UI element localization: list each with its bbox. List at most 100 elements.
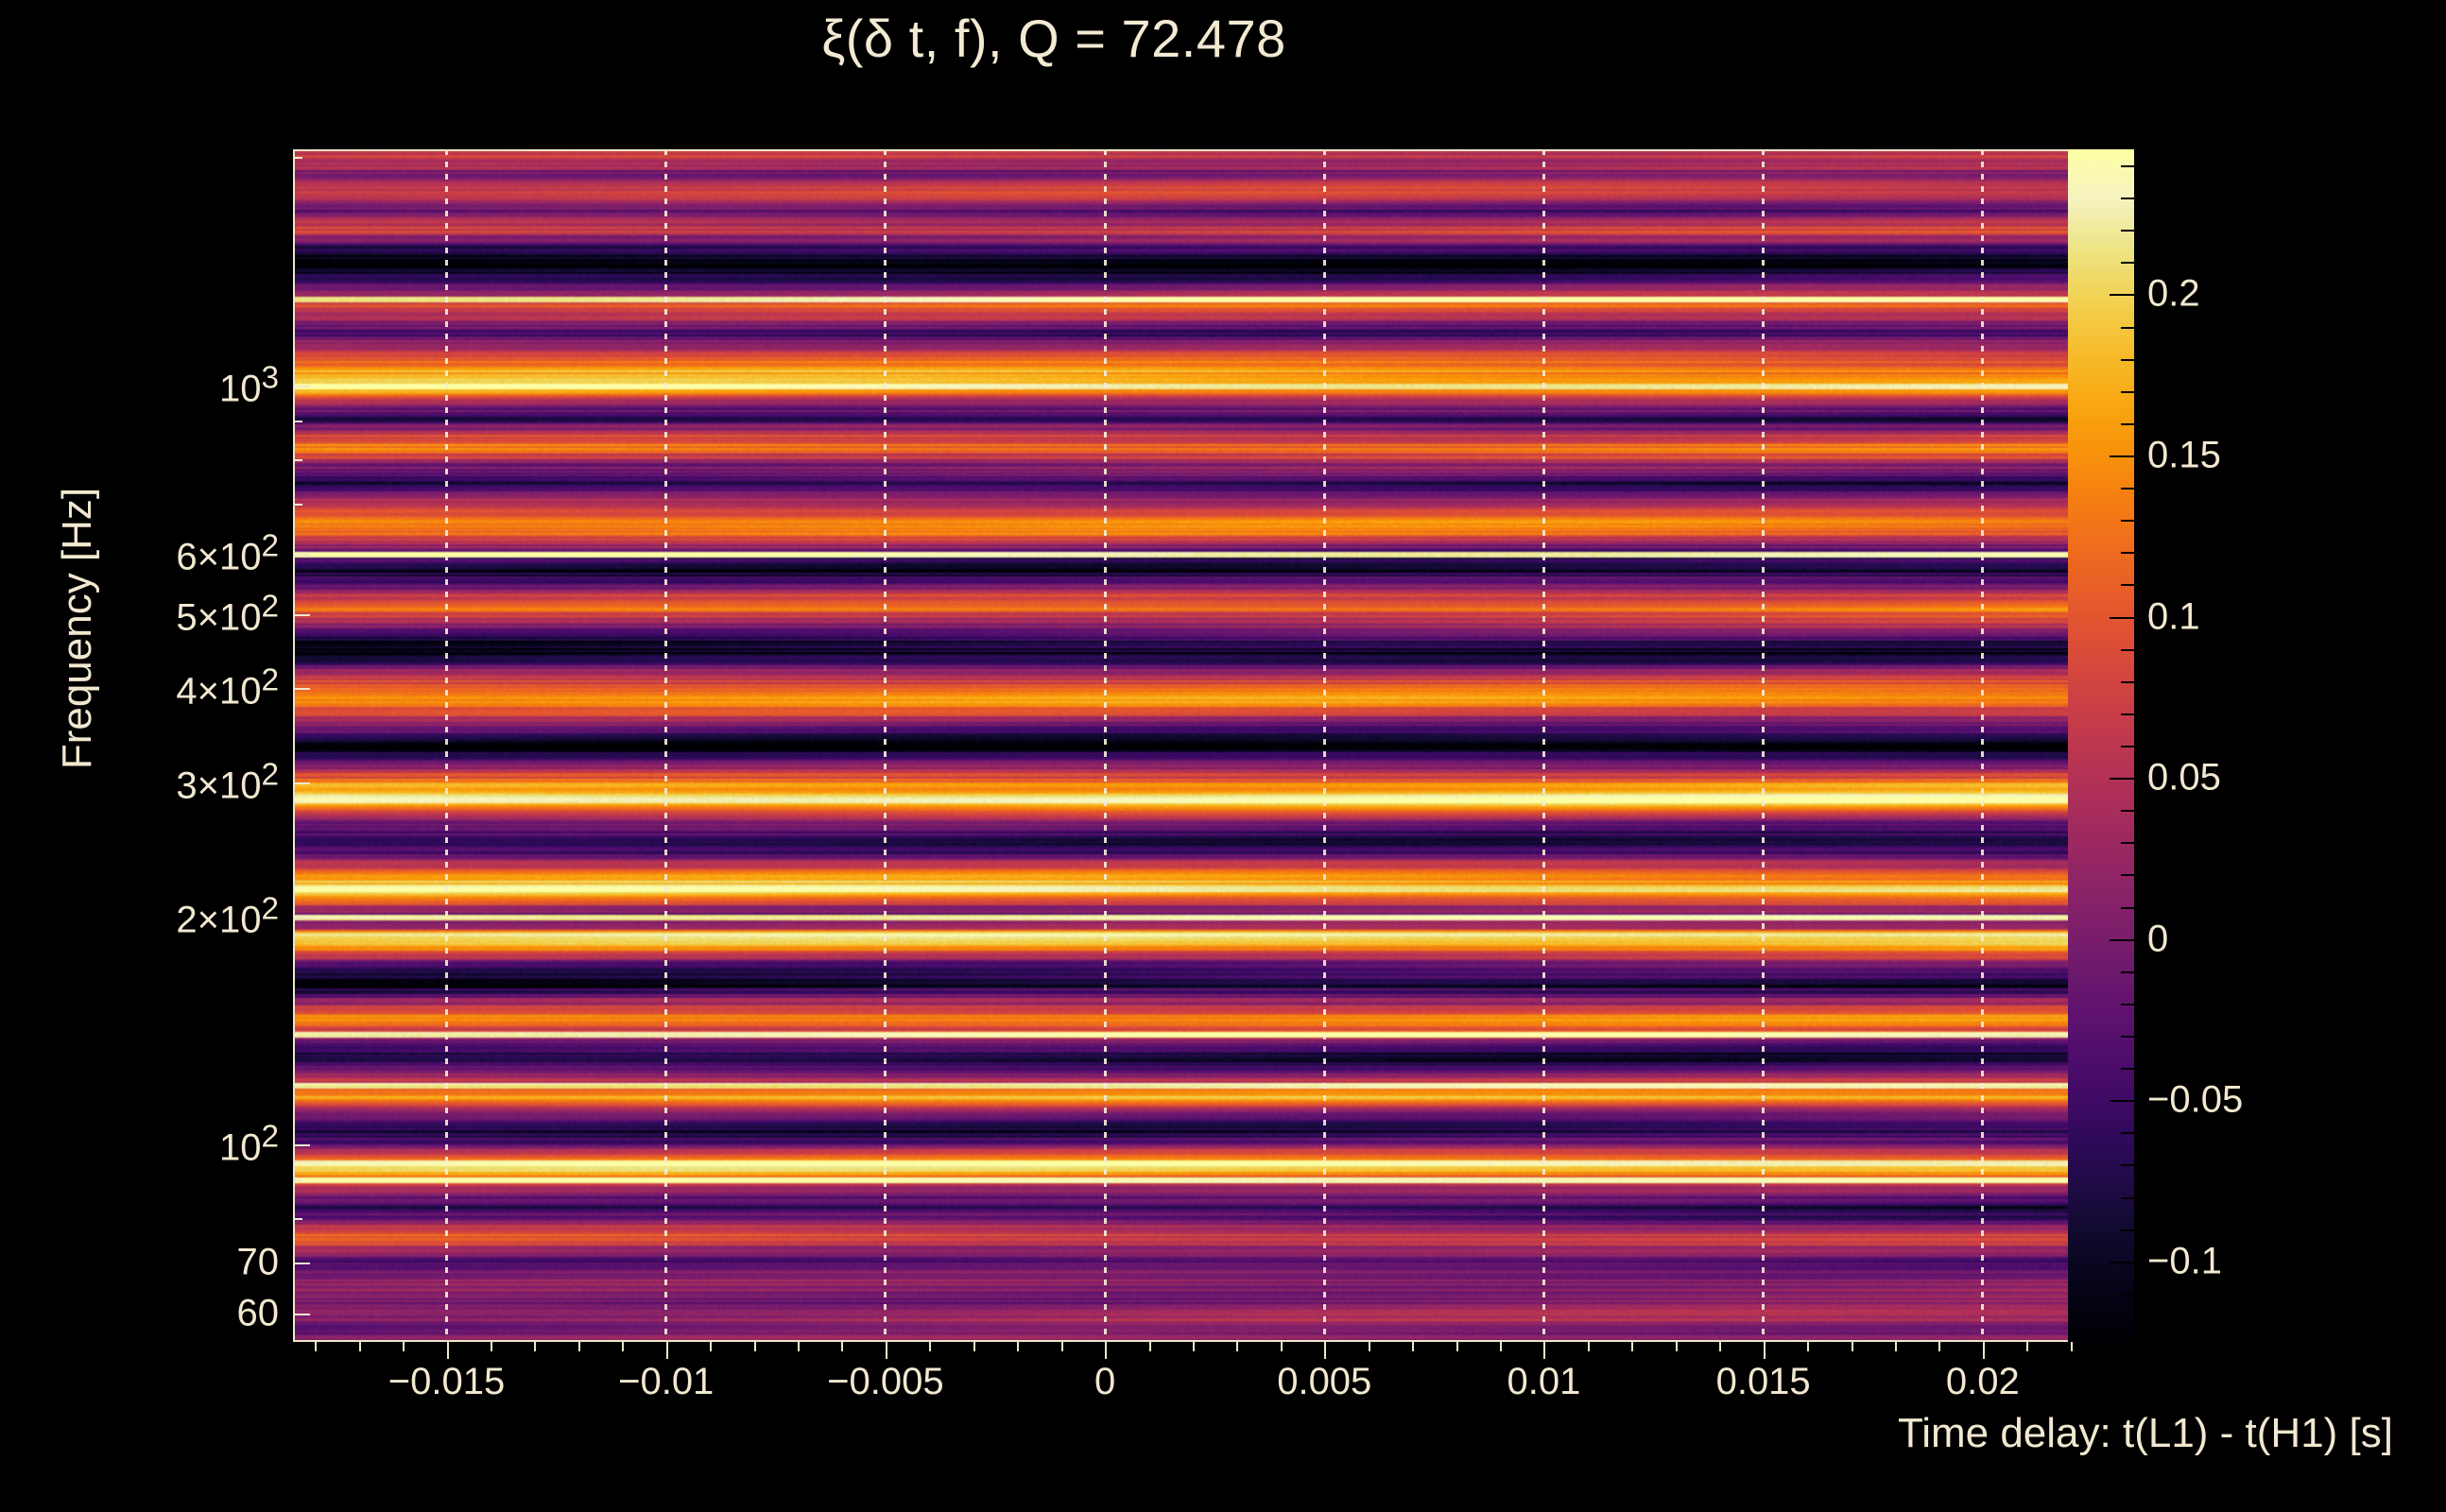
x-tick-mark-minor: [1982, 1342, 1985, 1351]
x-tick-mark-minor: [403, 1342, 405, 1351]
y-tick-mark-minor: [293, 157, 302, 160]
y-tick-label: 6×102: [176, 528, 279, 578]
colorbar-tick-mark-minor: [2121, 1132, 2134, 1135]
gridline-x-6: [1762, 149, 1766, 1342]
colorbar-tick-mark-minor: [2121, 713, 2134, 715]
colorbar-tick-mark-minor: [2121, 616, 2134, 619]
colorbar-tick-mark-minor: [2121, 422, 2134, 425]
colorbar-tick-mark-minor: [2121, 874, 2134, 877]
x-tick-mark-minor: [973, 1342, 975, 1351]
x-tick-mark-minor: [1543, 1342, 1546, 1351]
x-tick-mark-minor: [1456, 1342, 1458, 1351]
colorbar-tick-mark-minor: [2121, 1325, 2134, 1328]
colorbar-tick-label: 0.2: [2147, 272, 2200, 315]
y-tick-mark-minor: [293, 1262, 302, 1264]
y-tick-mark-minor: [293, 1218, 302, 1221]
x-tick-mark-minor: [1851, 1342, 1853, 1351]
x-tick-label: 0.01: [1507, 1361, 1581, 1402]
x-tick-mark-minor: [1105, 1342, 1108, 1351]
y-tick-label: 60: [236, 1292, 280, 1334]
colorbar-tick-mark-minor: [2121, 198, 2134, 200]
colorbar-tick-mark-minor: [2121, 488, 2134, 490]
y-tick-mark-minor: [293, 503, 302, 506]
x-tick-mark-minor: [1017, 1342, 1020, 1351]
y-tick-label: 2×102: [176, 890, 279, 941]
x-tick-mark-minor: [1500, 1342, 1503, 1351]
colorbar-tick-mark-minor: [2121, 455, 2134, 458]
y-axis-title: Frequency [Hz]: [54, 487, 100, 770]
colorbar-tick-mark-minor: [2121, 938, 2134, 941]
gridline-x-3: [1103, 149, 1107, 1342]
x-tick-label: 0.02: [1945, 1361, 2020, 1402]
x-tick-label: −0.005: [827, 1361, 944, 1402]
x-tick-label: 0.005: [1277, 1361, 1372, 1402]
gridline-x-7: [1981, 149, 1985, 1342]
colorbar-tick-mark-minor: [2121, 648, 2134, 651]
colorbar-tick-label: 0.05: [2147, 756, 2221, 799]
colorbar-tick-mark-minor: [2121, 1196, 2134, 1199]
y-tick-mark-minor: [293, 458, 302, 461]
x-tick-mark-minor: [2070, 1342, 2073, 1351]
x-tick-mark-minor: [1719, 1342, 1722, 1351]
x-tick-mark-minor: [1807, 1342, 1810, 1351]
x-tick-mark-minor: [1324, 1342, 1327, 1351]
x-tick-mark-minor: [622, 1342, 625, 1351]
x-tick-mark-minor: [1894, 1342, 1897, 1351]
y-tick-label: 5×102: [176, 589, 279, 639]
x-tick-mark-minor: [1938, 1342, 1941, 1351]
colorbar-tick-mark-minor: [2121, 971, 2134, 973]
x-tick-label: −0.01: [618, 1361, 715, 1402]
y-tick-mark-minor: [293, 386, 302, 388]
colorbar-tick-label: −0.05: [2147, 1078, 2244, 1121]
heatmap-plot-area[interactable]: [293, 149, 2079, 1342]
heatmap-image: [293, 149, 2079, 1342]
x-tick-mark-minor: [753, 1342, 756, 1351]
gridline-x-2: [884, 149, 887, 1342]
x-tick-mark-minor: [1412, 1342, 1415, 1351]
x-tick-mark-minor: [358, 1342, 361, 1351]
x-axis-title: Time delay: t(L1) - t(H1) [s]: [1897, 1410, 2393, 1456]
x-tick-mark-minor: [1148, 1342, 1151, 1351]
colorbar-tick-mark-minor: [2121, 326, 2134, 329]
x-tick-mark-minor: [1368, 1342, 1370, 1351]
colorbar-tick-mark-minor: [2121, 1035, 2134, 1038]
x-tick-mark-minor: [1192, 1342, 1195, 1351]
y-tick-mark-minor: [293, 916, 302, 919]
x-tick-mark-minor: [1675, 1342, 1678, 1351]
gridline-x-0: [445, 149, 449, 1342]
colorbar-tick-mark-minor: [2121, 680, 2134, 683]
x-tick-mark-minor: [798, 1342, 801, 1351]
x-tick-mark-minor: [1763, 1342, 1766, 1351]
x-tick-mark-minor: [929, 1342, 932, 1351]
y-tick-label: 70: [236, 1241, 280, 1283]
y-tick-mark-minor: [293, 420, 302, 422]
colorbar-tick-mark-minor: [2121, 294, 2134, 297]
x-tick-mark-minor: [490, 1342, 492, 1351]
x-tick-mark-minor: [1060, 1342, 1063, 1351]
x-tick-mark-minor: [446, 1342, 449, 1351]
colorbar-tick-label: 0.1: [2147, 595, 2200, 638]
y-tick-mark-minor: [293, 687, 302, 690]
x-tick-mark-minor: [710, 1342, 713, 1351]
y-tick-mark-minor: [293, 613, 302, 616]
colorbar-tick-mark-minor: [2121, 746, 2134, 747]
x-tick-mark-minor: [885, 1342, 887, 1351]
page-title: ξ(δ t, f), Q = 72.478: [821, 9, 1286, 68]
colorbar-tick-mark-minor: [2121, 390, 2134, 393]
colorbar-tick-mark-minor: [2121, 778, 2134, 781]
y-tick-mark-minor: [293, 1179, 302, 1182]
colorbar-tick-label: 0: [2147, 918, 2169, 960]
x-tick-mark-minor: [1631, 1342, 1634, 1351]
y-tick-label: 4×102: [176, 662, 279, 713]
colorbar-tick-mark-minor: [2121, 520, 2134, 523]
colorbar-tick-mark-minor: [2121, 1261, 2134, 1263]
colorbar-tick-mark-minor: [2121, 262, 2134, 265]
colorbar-tick-mark-minor: [2121, 1003, 2134, 1005]
y-tick-label: 3×102: [176, 757, 279, 807]
x-tick-label: −0.015: [388, 1361, 506, 1402]
x-tick-label: 0.015: [1715, 1361, 1811, 1402]
colorbar-tick-mark-minor: [2121, 842, 2134, 845]
y-tick-label: 102: [218, 1119, 279, 1170]
x-tick-mark-minor: [534, 1342, 537, 1351]
